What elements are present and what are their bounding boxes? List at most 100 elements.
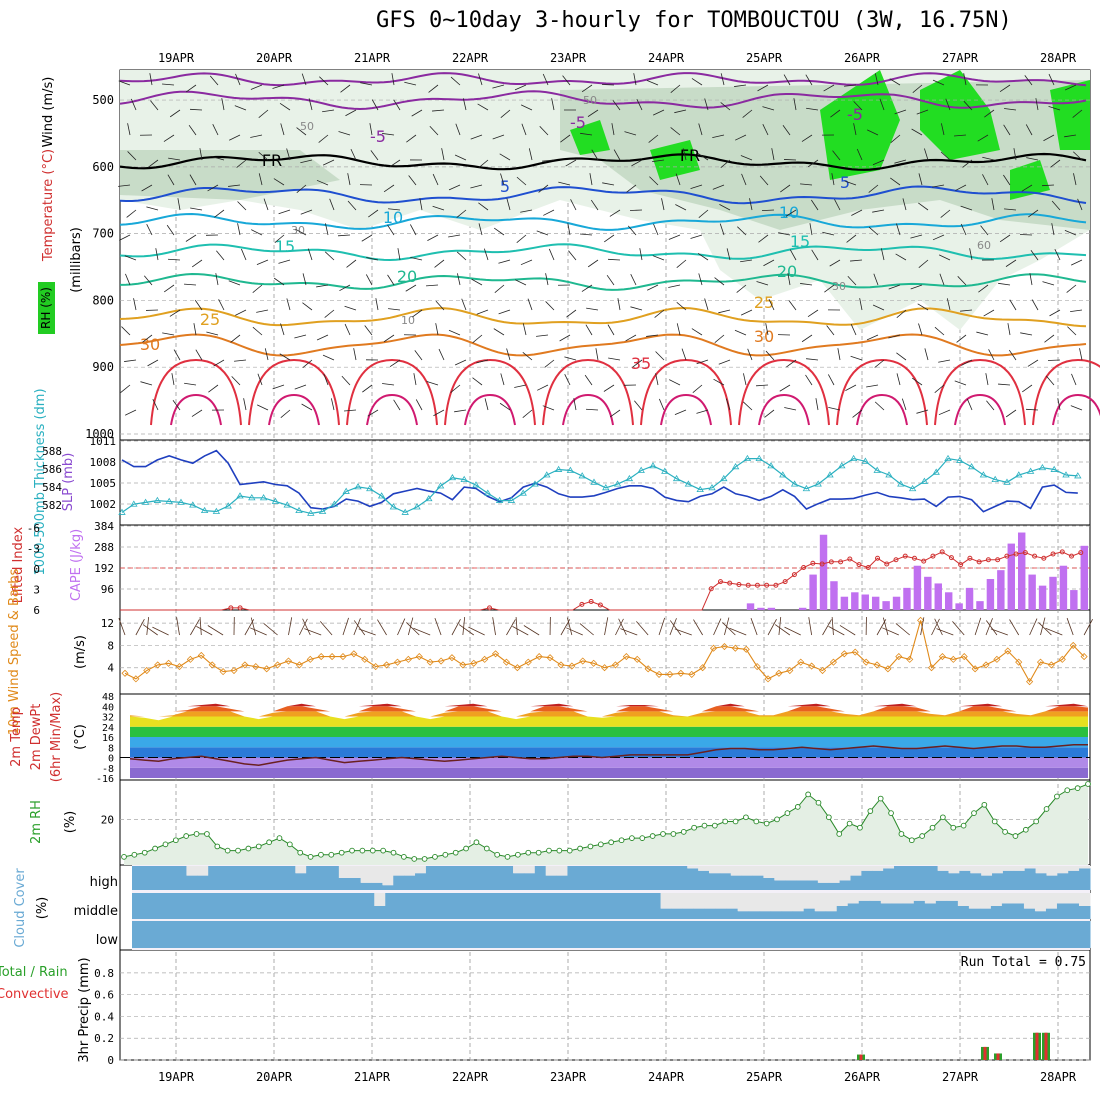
wind-barb	[162, 83, 175, 86]
wind-barb	[365, 274, 373, 286]
cloud-cell	[687, 868, 699, 890]
pressure-tick: 700	[92, 227, 114, 241]
thickness-point	[908, 484, 917, 492]
rh2m-point	[473, 839, 480, 846]
wind10-point	[851, 648, 859, 656]
top-date-label: 22APR	[452, 51, 489, 65]
wind-barb	[330, 398, 335, 411]
wind10-barb	[828, 626, 845, 636]
wind-barb	[194, 299, 203, 311]
wind-barb	[778, 232, 791, 236]
cloud-cell	[418, 893, 430, 919]
wind-barb	[1043, 134, 1055, 142]
wind10-point	[1047, 661, 1055, 669]
cloud-gap	[545, 866, 558, 876]
wind-barb	[758, 234, 769, 243]
wind-barb	[853, 123, 857, 136]
wind-barb	[280, 323, 285, 336]
wind10-point	[808, 662, 816, 670]
wind-barb	[212, 156, 225, 161]
wind-barb	[740, 309, 753, 316]
wind-barb	[520, 209, 533, 213]
cloud-cell	[611, 921, 623, 948]
wind10-point	[175, 663, 184, 671]
thickness-point	[649, 462, 657, 469]
wind-barb	[874, 359, 885, 368]
bottom-date-label: 21APR	[354, 1070, 391, 1084]
wind10-point	[306, 655, 314, 663]
cloud-cell	[578, 866, 590, 890]
rh2m-point	[401, 853, 407, 860]
wind10-barb	[767, 618, 777, 636]
wind-barb	[1048, 73, 1055, 86]
wind-barb	[961, 359, 973, 366]
wind10-barb	[250, 617, 257, 636]
wind-barb	[345, 109, 357, 117]
wind10-point	[731, 644, 739, 652]
cloud-gap	[981, 866, 993, 876]
cloud-cell	[153, 921, 166, 948]
wind-barb	[367, 409, 379, 417]
cloud-cell	[208, 921, 220, 948]
wind-barb	[675, 173, 681, 186]
wind-barb	[454, 154, 467, 161]
thickness-point	[484, 489, 492, 496]
temp-color-band	[130, 716, 1088, 727]
wind-barb	[690, 234, 703, 239]
cloud-cell	[1046, 921, 1058, 948]
wind-barb	[1079, 348, 1083, 361]
wind10-barb	[1045, 627, 1063, 636]
thickness-point	[130, 500, 138, 507]
contour-label: -5	[370, 127, 386, 146]
wind-barb	[726, 248, 731, 261]
cloud-cell	[275, 893, 287, 919]
cape-bar	[851, 592, 859, 610]
wind-barb	[844, 84, 857, 87]
wind10-point	[677, 669, 685, 677]
wind-barb	[999, 234, 1011, 243]
top-date-label: 26APR	[844, 51, 881, 65]
thickness-point	[861, 457, 870, 464]
contour-label: 5	[500, 177, 510, 196]
cloud-cell	[484, 893, 496, 919]
wind-barb	[647, 284, 659, 291]
temp-color-band	[130, 726, 1088, 737]
rh2m-point	[784, 810, 791, 816]
cloud-cell	[306, 921, 318, 948]
cloud-cell	[1046, 875, 1058, 890]
wind-barb	[1070, 405, 1083, 411]
thickness-axis-label: 1000-500mb Thickness (dm)	[33, 388, 48, 575]
wind-barb	[213, 359, 225, 367]
thickness-point	[625, 474, 634, 482]
precip-convective-bar	[1035, 1032, 1039, 1060]
cape-bar	[757, 607, 765, 610]
cloud-cell	[229, 866, 242, 890]
wind-axis-label: Wind (m/s)	[41, 77, 56, 148]
wind-barb	[221, 98, 225, 111]
cape-bar	[798, 607, 807, 610]
cloud-cell	[242, 893, 254, 919]
wind-barb	[779, 384, 791, 392]
rh2m-point	[141, 849, 148, 856]
thickness-point	[259, 494, 268, 501]
cloud-cell	[209, 893, 221, 919]
wind-barb	[800, 283, 813, 286]
cloud-gap	[880, 893, 893, 904]
isotherm-40	[562, 393, 614, 426]
top-date-label: 28APR	[1040, 51, 1077, 65]
wind-barb	[918, 173, 923, 186]
cloud-cell	[513, 921, 525, 948]
thickness-point	[802, 484, 811, 492]
cloud-cell	[429, 893, 441, 919]
rh2m-point	[483, 845, 490, 852]
cloud-cell	[528, 893, 540, 919]
wind-barb	[250, 84, 263, 90]
wind-barb	[1048, 106, 1061, 111]
rh2m-point	[224, 847, 231, 854]
wind10-line	[124, 620, 1085, 683]
wind-barb	[698, 209, 709, 219]
wind10-point	[699, 664, 707, 672]
wind-barb	[528, 148, 533, 161]
wind-barb	[736, 284, 747, 293]
